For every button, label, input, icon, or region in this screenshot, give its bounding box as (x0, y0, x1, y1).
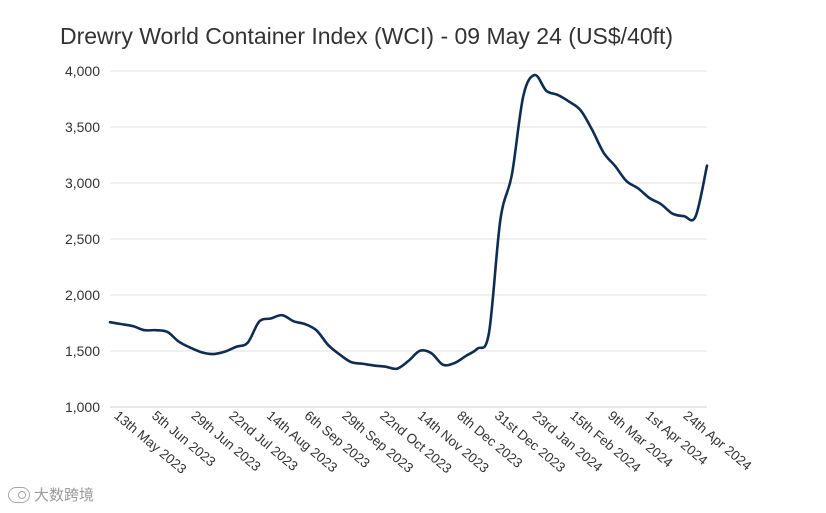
series-line-wci (108, 73, 709, 371)
y-tick-label: 2,000 (65, 287, 100, 303)
chart-title: Drewry World Container Index (WCI) - 09 … (60, 23, 673, 49)
watermark-text: 大数跨境 (34, 486, 95, 504)
y-tick-label: 1,000 (65, 399, 100, 415)
y-tick-label: 1,500 (65, 343, 100, 359)
watermark-logo-icon (8, 486, 30, 503)
gridlines (110, 70, 707, 408)
watermark: 大数跨境 (8, 484, 94, 505)
y-tick-label: 4,000 (65, 63, 100, 79)
y-axis-ticks: 1,000 1,500 2,000 2,500 3,000 3,500 4,000 (65, 63, 100, 415)
series-group (108, 73, 709, 371)
y-tick-label: 2,500 (65, 231, 100, 247)
y-tick-label: 3,500 (65, 119, 100, 135)
y-tick-label: 3,000 (65, 175, 100, 191)
